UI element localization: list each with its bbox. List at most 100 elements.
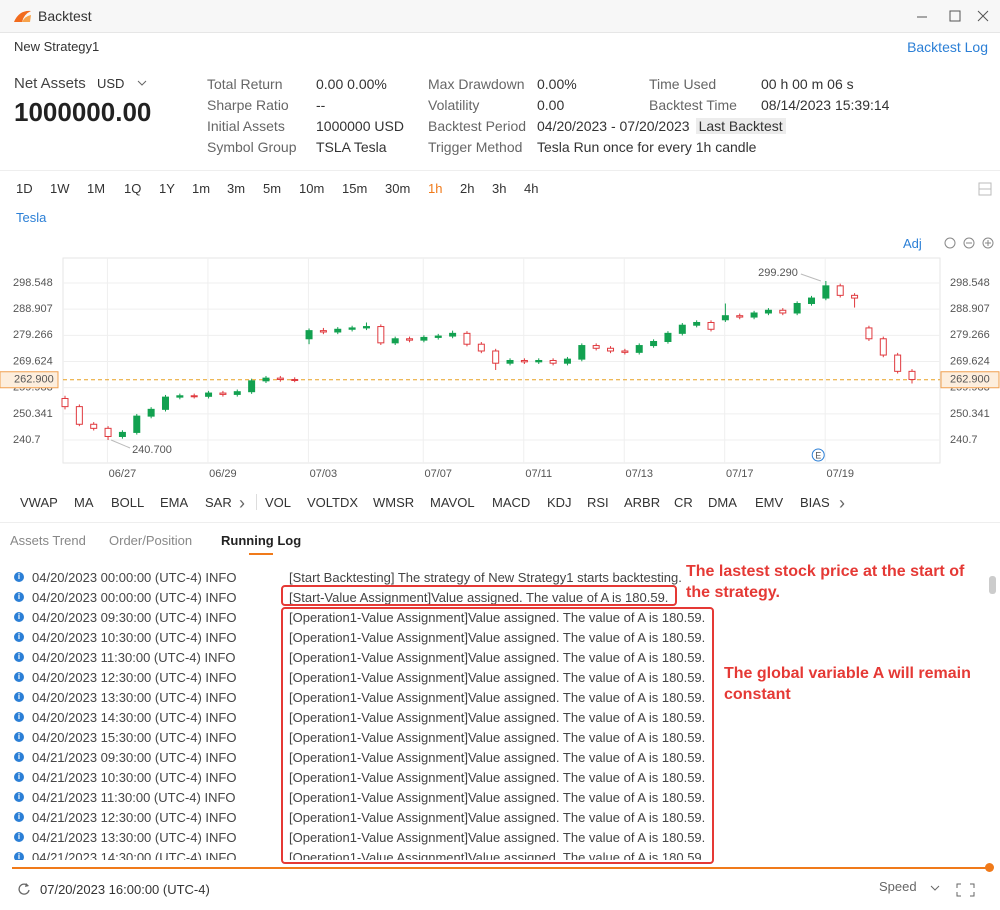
currency-select[interactable]: USD [97,76,125,91]
info-icon: i [14,832,24,842]
annotation-note: constant [724,686,791,703]
timeframe-tab[interactable]: 1h [428,181,443,196]
layout-icon[interactable] [978,182,992,196]
info-icon: i [14,792,24,802]
high-pointer [800,273,822,282]
log-time: 04/20/2023 11:30:00 (UTC-4) INFO [32,650,236,665]
net-assets-label: Net Assets [14,75,86,92]
indicator-tab[interactable]: BIAS [800,495,830,510]
timeframe-tab[interactable]: 30m [385,181,411,196]
indicator-tab[interactable]: MACD [492,495,531,510]
candle-body [420,336,428,341]
strategy-name: New Strategy1 [14,39,100,54]
timeframe-tab[interactable]: 5m [263,181,282,196]
stat-label: Volatility [428,97,480,113]
low-label: 240.700 [132,444,172,456]
y-tick-label: 288.907 [950,303,990,315]
indicator-tab[interactable]: EMA [160,495,189,510]
candle-body [635,345,643,353]
timeframe-tab[interactable]: 10m [299,181,325,196]
footer-icons[interactable] [930,883,980,897]
candle-body [362,326,370,329]
timeframe-tab[interactable]: 1Y [159,181,175,196]
stat-value: 0.00 0.00% [316,76,387,92]
candle-body [348,327,356,330]
indicator-tab[interactable]: VOLTDX [307,495,359,510]
indicator-tab[interactable]: MAVOL [430,495,475,510]
backtest-log-link[interactable]: Backtest Log [907,39,988,55]
adjust-button[interactable]: Adj [903,236,922,251]
replay-icon[interactable] [17,882,31,896]
log-message: [Operation1-Value Assignment]Value assig… [289,650,706,665]
indicator-tab[interactable]: KDJ [547,495,572,510]
running-log: i 04/20/2023 00:00:00 (UTC-4) INFO [Start … [0,566,740,860]
info-icon: i [14,752,24,762]
info-icon: i [14,572,24,582]
timeframe-tab[interactable]: 15m [342,181,368,196]
log-row: i 04/21/2023 09:30:00 (UTC-4) INFO [Operat… [0,750,740,770]
stat-label: Symbol Group [207,139,297,155]
candle-body [707,321,715,330]
log-row: i 04/20/2023 15:30:00 (UTC-4) INFO [Operat… [0,730,740,750]
candle-body [879,338,887,356]
candle-body [836,285,844,296]
log-tab[interactable]: Assets Trend [10,533,86,548]
indicator-tab[interactable]: SAR [205,495,232,510]
log-row: i 04/20/2023 00:00:00 (UTC-4) INFO [Start-… [0,590,740,610]
log-tab[interactable]: Running Log [221,533,302,548]
indicator-tab[interactable]: RSI [587,495,609,510]
annotation-note: The global variable A will remain [724,665,971,682]
indicator-tab[interactable]: DMA [708,495,737,510]
chevron[interactable]: › [839,493,845,513]
candle-body [764,309,772,314]
candle-body [233,391,241,395]
scrollbar[interactable] [989,576,996,594]
info-icon: i [14,772,24,782]
timeframe-tab[interactable]: 1M [87,181,106,196]
chart-zoom-controls[interactable] [942,236,998,250]
log-time: 04/21/2023 12:30:00 (UTC-4) INFO [32,810,237,825]
progress-bar[interactable] [12,867,990,869]
candle-body [664,332,672,342]
indicator-tab[interactable]: EMV [755,495,784,510]
indicator-tab[interactable]: ARBR [624,495,661,510]
candle-body [463,332,471,345]
log-time: 04/21/2023 10:30:00 (UTC-4) INFO [32,770,237,785]
symbol-name[interactable]: Tesla [16,210,47,225]
indicator-tab[interactable]: CR [674,495,693,510]
window-controls[interactable] [910,8,990,24]
badge[interactable]: Last Backtest [695,118,786,134]
stat-label: Max Drawdown [428,76,525,92]
candle-body [276,377,284,380]
timeframe-tab[interactable]: 2h [460,181,475,196]
timeframe-tab[interactable]: 1Q [124,181,142,196]
annotation-note: The lastest stock price at the start of [686,563,965,580]
indicator-tab[interactable]: BOLL [111,495,145,510]
log-message: [Operation1-Value Assignment]Value assig… [289,630,706,645]
progress-handle[interactable] [985,863,994,872]
timeframe-tab[interactable]: 1m [192,181,211,196]
candle-body [865,327,873,340]
timeframe-tab[interactable]: 1W [50,181,70,196]
indicator-tab[interactable]: WMSR [373,495,415,510]
timeframe-tab[interactable]: 1D [16,181,33,196]
indicator-tab[interactable]: MA [74,495,94,510]
timeframe-tab[interactable]: 3h [492,181,507,196]
x-tick-label: 07/17 [726,468,754,480]
timeframe-tab[interactable]: 3m [227,181,246,196]
candle-body [492,350,500,364]
candle-body [205,392,213,397]
log-row: i 04/21/2023 14:30:00 (UTC-4) INFO [Operat… [0,850,740,860]
log-message: [Operation1-Value Assignment]Value assig… [289,850,706,860]
stat-value: 00 h 00 m 06 s [761,76,854,92]
speed-select[interactable]: Speed [879,879,917,894]
indicator-tab[interactable]: VWAP [20,495,58,510]
timeframe-tab[interactable]: 4h [524,181,539,196]
log-message: [Operation1-Value Assignment]Value assig… [289,670,706,685]
last-price-label: 262.900 [950,374,990,386]
candle-body [750,312,758,318]
indicator-tab[interactable]: VOL [265,495,292,510]
chevron[interactable]: › [239,493,245,513]
log-tab[interactable]: Order/Position [109,533,193,548]
y-tick-label: 250.341 [13,408,53,420]
